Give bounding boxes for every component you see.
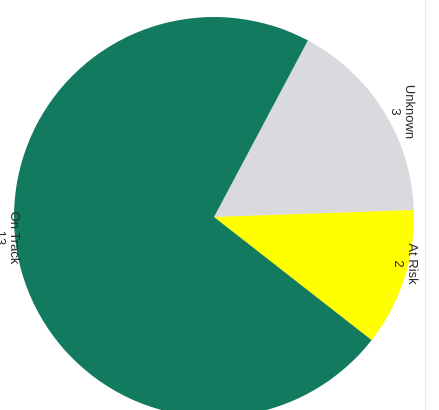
slice-label-at-risk-value: 2 [392, 260, 407, 268]
slice-label-on-track-name: On Track [8, 211, 23, 265]
slice-label-at-risk: At Risk 2 [392, 234, 421, 294]
slice-label-on-track-value: 13 [0, 230, 9, 246]
pie-slice-at-risk [214, 210, 414, 341]
slice-label-at-risk-name: At Risk [406, 243, 421, 285]
slice-label-unknown-name: Unknown [403, 84, 418, 140]
slice-label-unknown-value: 3 [389, 108, 404, 116]
slice-label-unknown: Unknown 3 [389, 77, 418, 147]
pie-slice-on-track [14, 17, 372, 410]
pie-slice-unknown [214, 40, 414, 218]
page-edge-line [425, 0, 426, 410]
slice-label-on-track: On Track 13 [0, 208, 23, 268]
